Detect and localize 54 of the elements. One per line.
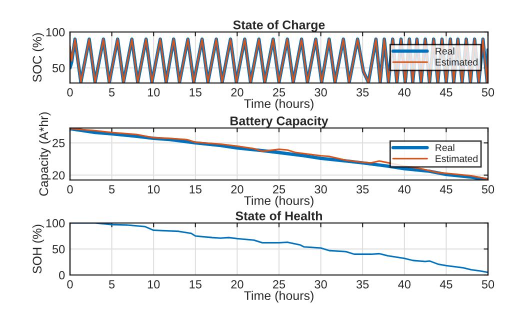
y-axis-title: Capacity (A*hr) (38, 112, 51, 196)
y-axis-title: SOH (%) (32, 224, 44, 274)
x-tick-label: 45 (440, 88, 452, 97)
x-tick-label: 50 (482, 280, 494, 289)
y-tick-label: 50 (52, 64, 65, 72)
legend-label: Real (436, 47, 454, 55)
x-tick-label: 30 (314, 185, 327, 194)
x-tick-label: 30 (314, 88, 327, 97)
x-tick-label: 10 (148, 88, 160, 97)
x-tick-label: 35 (356, 88, 369, 97)
chart-title: Battery Capacity (230, 116, 328, 128)
x-tick-label: 40 (398, 185, 411, 194)
x-tick-label: 10 (148, 185, 160, 194)
y-tick-label: 50 (52, 245, 65, 254)
text: Real (436, 144, 454, 152)
x-tick-label: 40 (398, 88, 411, 97)
y-tick-label: 25 (52, 138, 65, 148)
y-axis-title: SOC (%) (32, 33, 44, 82)
x-tick-label: 15 (190, 280, 202, 289)
x-axis-title: Time (hours) (244, 196, 314, 208)
x-tick-label: 25 (273, 185, 286, 194)
x-tick-label: 35 (356, 185, 369, 194)
y-tick-label: 20 (52, 171, 65, 180)
x-tick-label: 15 (190, 185, 202, 194)
x-tick-label: 0 (67, 88, 73, 97)
series-label: Estimated (436, 154, 478, 162)
x-tick-label: 50 (482, 88, 494, 97)
legend-label: Estimated (436, 58, 478, 66)
x-tick-label: 5 (108, 185, 115, 194)
chart-title: State of Health (236, 211, 322, 220)
line-series (70, 223, 488, 274)
chart-title: State of Charge (233, 20, 325, 32)
y-tick-label: 100 (46, 28, 65, 36)
x-tick-label: 40 (398, 280, 411, 289)
x-tick-label: 0 (67, 185, 73, 194)
x-tick-label: 0 (67, 280, 73, 289)
x-tick-label: 25 (273, 280, 286, 289)
x-axis-title: Time (hours) (244, 290, 314, 303)
x-tick-label: 5 (108, 280, 115, 289)
x-axis-title: Time (hours) (244, 98, 314, 111)
y-tick-label: 100 (46, 219, 65, 228)
x-tick-label: 25 (273, 88, 286, 97)
y-tick-label: 0 (59, 271, 65, 280)
x-tick-label: 10 (148, 280, 160, 289)
x-tick-label: 30 (314, 280, 327, 289)
x-tick-label: 45 (440, 280, 452, 289)
x-tick-label: 15 (190, 88, 202, 97)
x-tick-label: 35 (356, 280, 369, 289)
x-tick-label: 5 (108, 88, 115, 97)
x-tick-label: 20 (231, 88, 244, 97)
x-tick-label: 45 (440, 185, 452, 194)
x-tick-label: 20 (231, 280, 244, 289)
x-tick-label: 50 (482, 185, 494, 194)
x-tick-label: 20 (231, 185, 244, 194)
